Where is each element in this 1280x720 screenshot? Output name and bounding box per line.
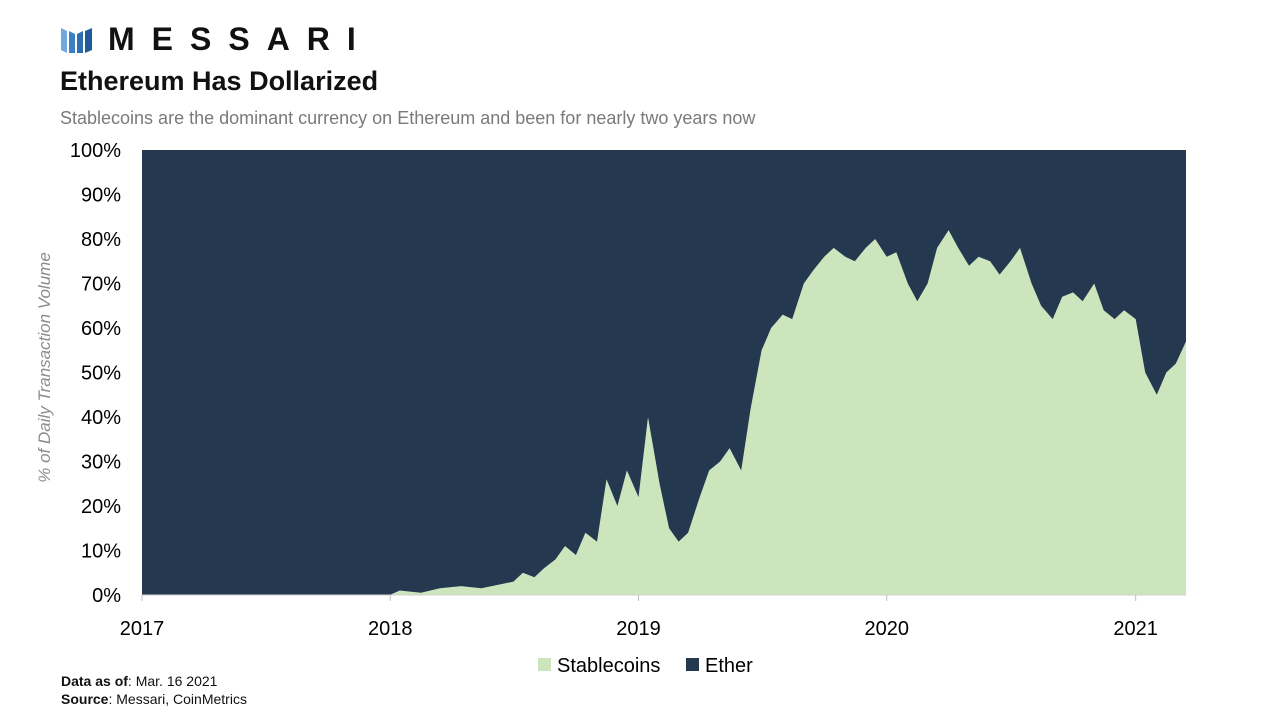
- x-tick-label: 2021: [1113, 618, 1158, 640]
- y-tick-label: 90%: [81, 185, 121, 207]
- y-tick-label: 80%: [81, 229, 121, 251]
- y-axis-label: % of Daily Transaction Volume: [35, 252, 54, 483]
- legend-label: Stablecoins: [557, 655, 660, 677]
- data-as-of-value: : Mar. 16 2021: [128, 673, 218, 689]
- y-tick-label: 50%: [81, 363, 121, 385]
- legend-label: Ether: [705, 655, 753, 677]
- y-tick-label: 20%: [81, 496, 121, 518]
- x-tick-label: 2020: [864, 618, 909, 640]
- x-tick-label: 2018: [368, 618, 413, 640]
- data-as-of: Data as of: Mar. 16 2021: [61, 672, 247, 690]
- data-as-of-label: Data as of: [61, 673, 128, 689]
- source-label: Source: [61, 691, 108, 707]
- y-tick-label: 0%: [92, 585, 121, 607]
- source-value: : Messari, CoinMetrics: [108, 691, 246, 707]
- x-tick-label: 2017: [120, 618, 165, 640]
- source-line: Source: Messari, CoinMetrics: [61, 690, 247, 708]
- y-tick-label: 100%: [70, 140, 121, 162]
- x-tick-label: 2019: [616, 618, 661, 640]
- chart-legend: Stablecoins Ether: [538, 655, 753, 677]
- legend-swatch: [538, 658, 551, 671]
- y-tick-label: 60%: [81, 318, 121, 340]
- y-tick-label: 30%: [81, 452, 121, 474]
- y-tick-label: 40%: [81, 407, 121, 429]
- y-tick-label: 70%: [81, 274, 121, 296]
- y-tick-label: 10%: [81, 541, 121, 563]
- legend-swatch: [686, 658, 699, 671]
- chart-footer: Data as of: Mar. 16 2021 Source: Messari…: [61, 672, 247, 708]
